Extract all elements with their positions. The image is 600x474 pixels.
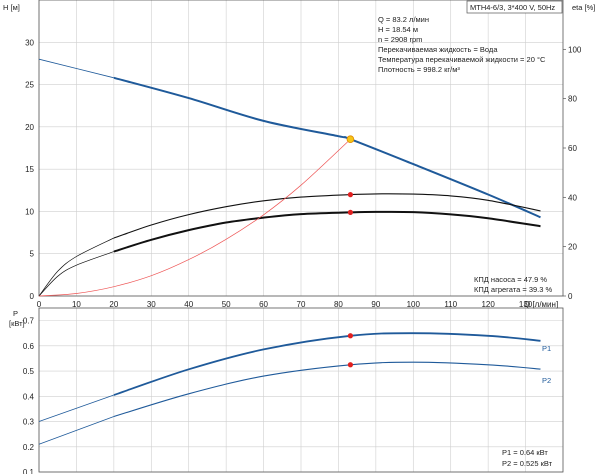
power-duty-marker [347, 333, 354, 339]
system-curve [38, 138, 351, 297]
p1-curve-extrapolated [38, 394, 115, 422]
top-curves [38, 58, 541, 297]
duty-info: Q = 83.2 л/мин H = 18.54 м n = 2908 rpm … [378, 15, 546, 74]
eta-tick-label: 20 [568, 243, 577, 252]
flow-tick-label: 20 [109, 300, 118, 309]
flow-tick-label: 110 [444, 300, 457, 309]
flow-tick-label: 0 [37, 300, 42, 309]
head-tick-label: 10 [25, 207, 34, 216]
head-tick-labels: 0 5 10 15 20 25 30 [25, 38, 34, 301]
bottom-grid [38, 308, 563, 473]
flow-tick-label: 90 [371, 300, 380, 309]
flow-tick-label: 80 [334, 300, 343, 309]
p2-legend: P2 [542, 376, 551, 385]
p2-value-label: P2 = 0.525 кВт [502, 459, 553, 468]
pump-eff-curve-extrapolated [38, 237, 115, 297]
flow-tick-label: 100 [407, 300, 421, 309]
power-duty-marker [347, 362, 354, 368]
power-tick-label: 0.4 [23, 392, 35, 401]
flow-tick-label: 70 [297, 300, 306, 309]
head-curve-extrapolated [38, 58, 114, 79]
eta-tick-label: 100 [568, 45, 582, 54]
top-grid [38, 0, 563, 297]
eta-tick-label: 60 [568, 144, 577, 153]
head-axis-label: H [м] [3, 3, 20, 12]
power-axis-label-unit: [кВт] [9, 319, 25, 328]
flow-tick-label: 40 [184, 300, 193, 309]
p1-value-label: P1 = 0.64 кВт [502, 448, 548, 457]
p1-curve [113, 332, 541, 396]
flow-tick-label: 130 [519, 300, 533, 309]
flow-tick-label: 120 [481, 300, 495, 309]
flow-tick-label: 10 [72, 300, 81, 309]
flow-tick-labels: 0 10 20 30 40 50 60 70 80 90 100 110 120 130 [37, 300, 533, 309]
power-tick-label: 0.2 [23, 443, 35, 452]
chart-title: MTH4-6/3, 3*400 V, 50Hz [470, 3, 555, 12]
power-tick-label: 0.6 [23, 342, 35, 351]
eta-tick-label: 40 [568, 193, 577, 202]
head-tick-label: 20 [25, 123, 34, 132]
power-axis-label-p: P [13, 309, 18, 318]
p1-legend: P1 [542, 344, 551, 353]
eta-axis-label: eta [%] [572, 3, 595, 12]
eta-tick-labels: 0 20 40 60 80 100 [563, 45, 582, 301]
head-curve [113, 76, 541, 219]
eta-tick-label: 80 [568, 95, 577, 104]
efficiency-duty-marker [347, 209, 354, 215]
bottom-plot-frame [38, 307, 564, 473]
power-tick-label: 0.1 [23, 468, 35, 474]
p2-curve-extrapolated [38, 416, 115, 445]
info-density: Плотность = 998.2 кг/м³ [378, 65, 460, 74]
pump-efficiency-label: КПД насоса = 47.9 % [474, 275, 547, 284]
power-tick-label: 0.7 [23, 317, 35, 326]
bottom-curves [38, 332, 541, 445]
power-tick-label: 0.5 [23, 367, 35, 376]
unit-efficiency-label: КПД агрегата = 39.3 % [474, 285, 552, 294]
duty-point-marker [346, 135, 355, 144]
flow-tick-label: 30 [147, 300, 156, 309]
pump-eff-curve [113, 193, 541, 239]
flow-tick-label: 60 [259, 300, 268, 309]
info-flow: Q = 83.2 л/мин [378, 15, 429, 24]
head-tick-label: 15 [25, 165, 34, 174]
power-tick-labels: 0.1 0.2 0.3 0.4 0.5 0.6 0.7 [23, 317, 35, 474]
unit-eff-curve [113, 210, 541, 253]
p2-curve [113, 361, 541, 418]
info-liquid: Перекачиваемая жидкость = Вода [378, 45, 498, 54]
efficiency-duty-marker [347, 192, 354, 198]
title-box [466, 0, 563, 14]
head-tick-label: 25 [25, 81, 34, 90]
head-tick-label: 5 [30, 250, 35, 259]
eta-tick-label: 0 [568, 292, 573, 301]
head-tick-label: 0 [30, 292, 35, 301]
head-tick-label: 30 [25, 38, 34, 47]
power-panel: P [кВт] 0.1 0.2 0.3 0.4 0.5 0.6 0.7 P1 P2 P1 =… [9, 307, 564, 474]
info-head: H = 18.54 м [378, 25, 418, 34]
power-tick-label: 0.3 [23, 418, 35, 427]
flow-axis-label: Q [л/мин] [524, 300, 558, 309]
flow-tick-label: 50 [222, 300, 231, 309]
unit-eff-curve-extrapolated [38, 251, 115, 297]
info-temperature: Температура перекачиваемой жидкости = 20… [378, 55, 546, 64]
info-speed: n = 2908 rpm [378, 35, 422, 44]
